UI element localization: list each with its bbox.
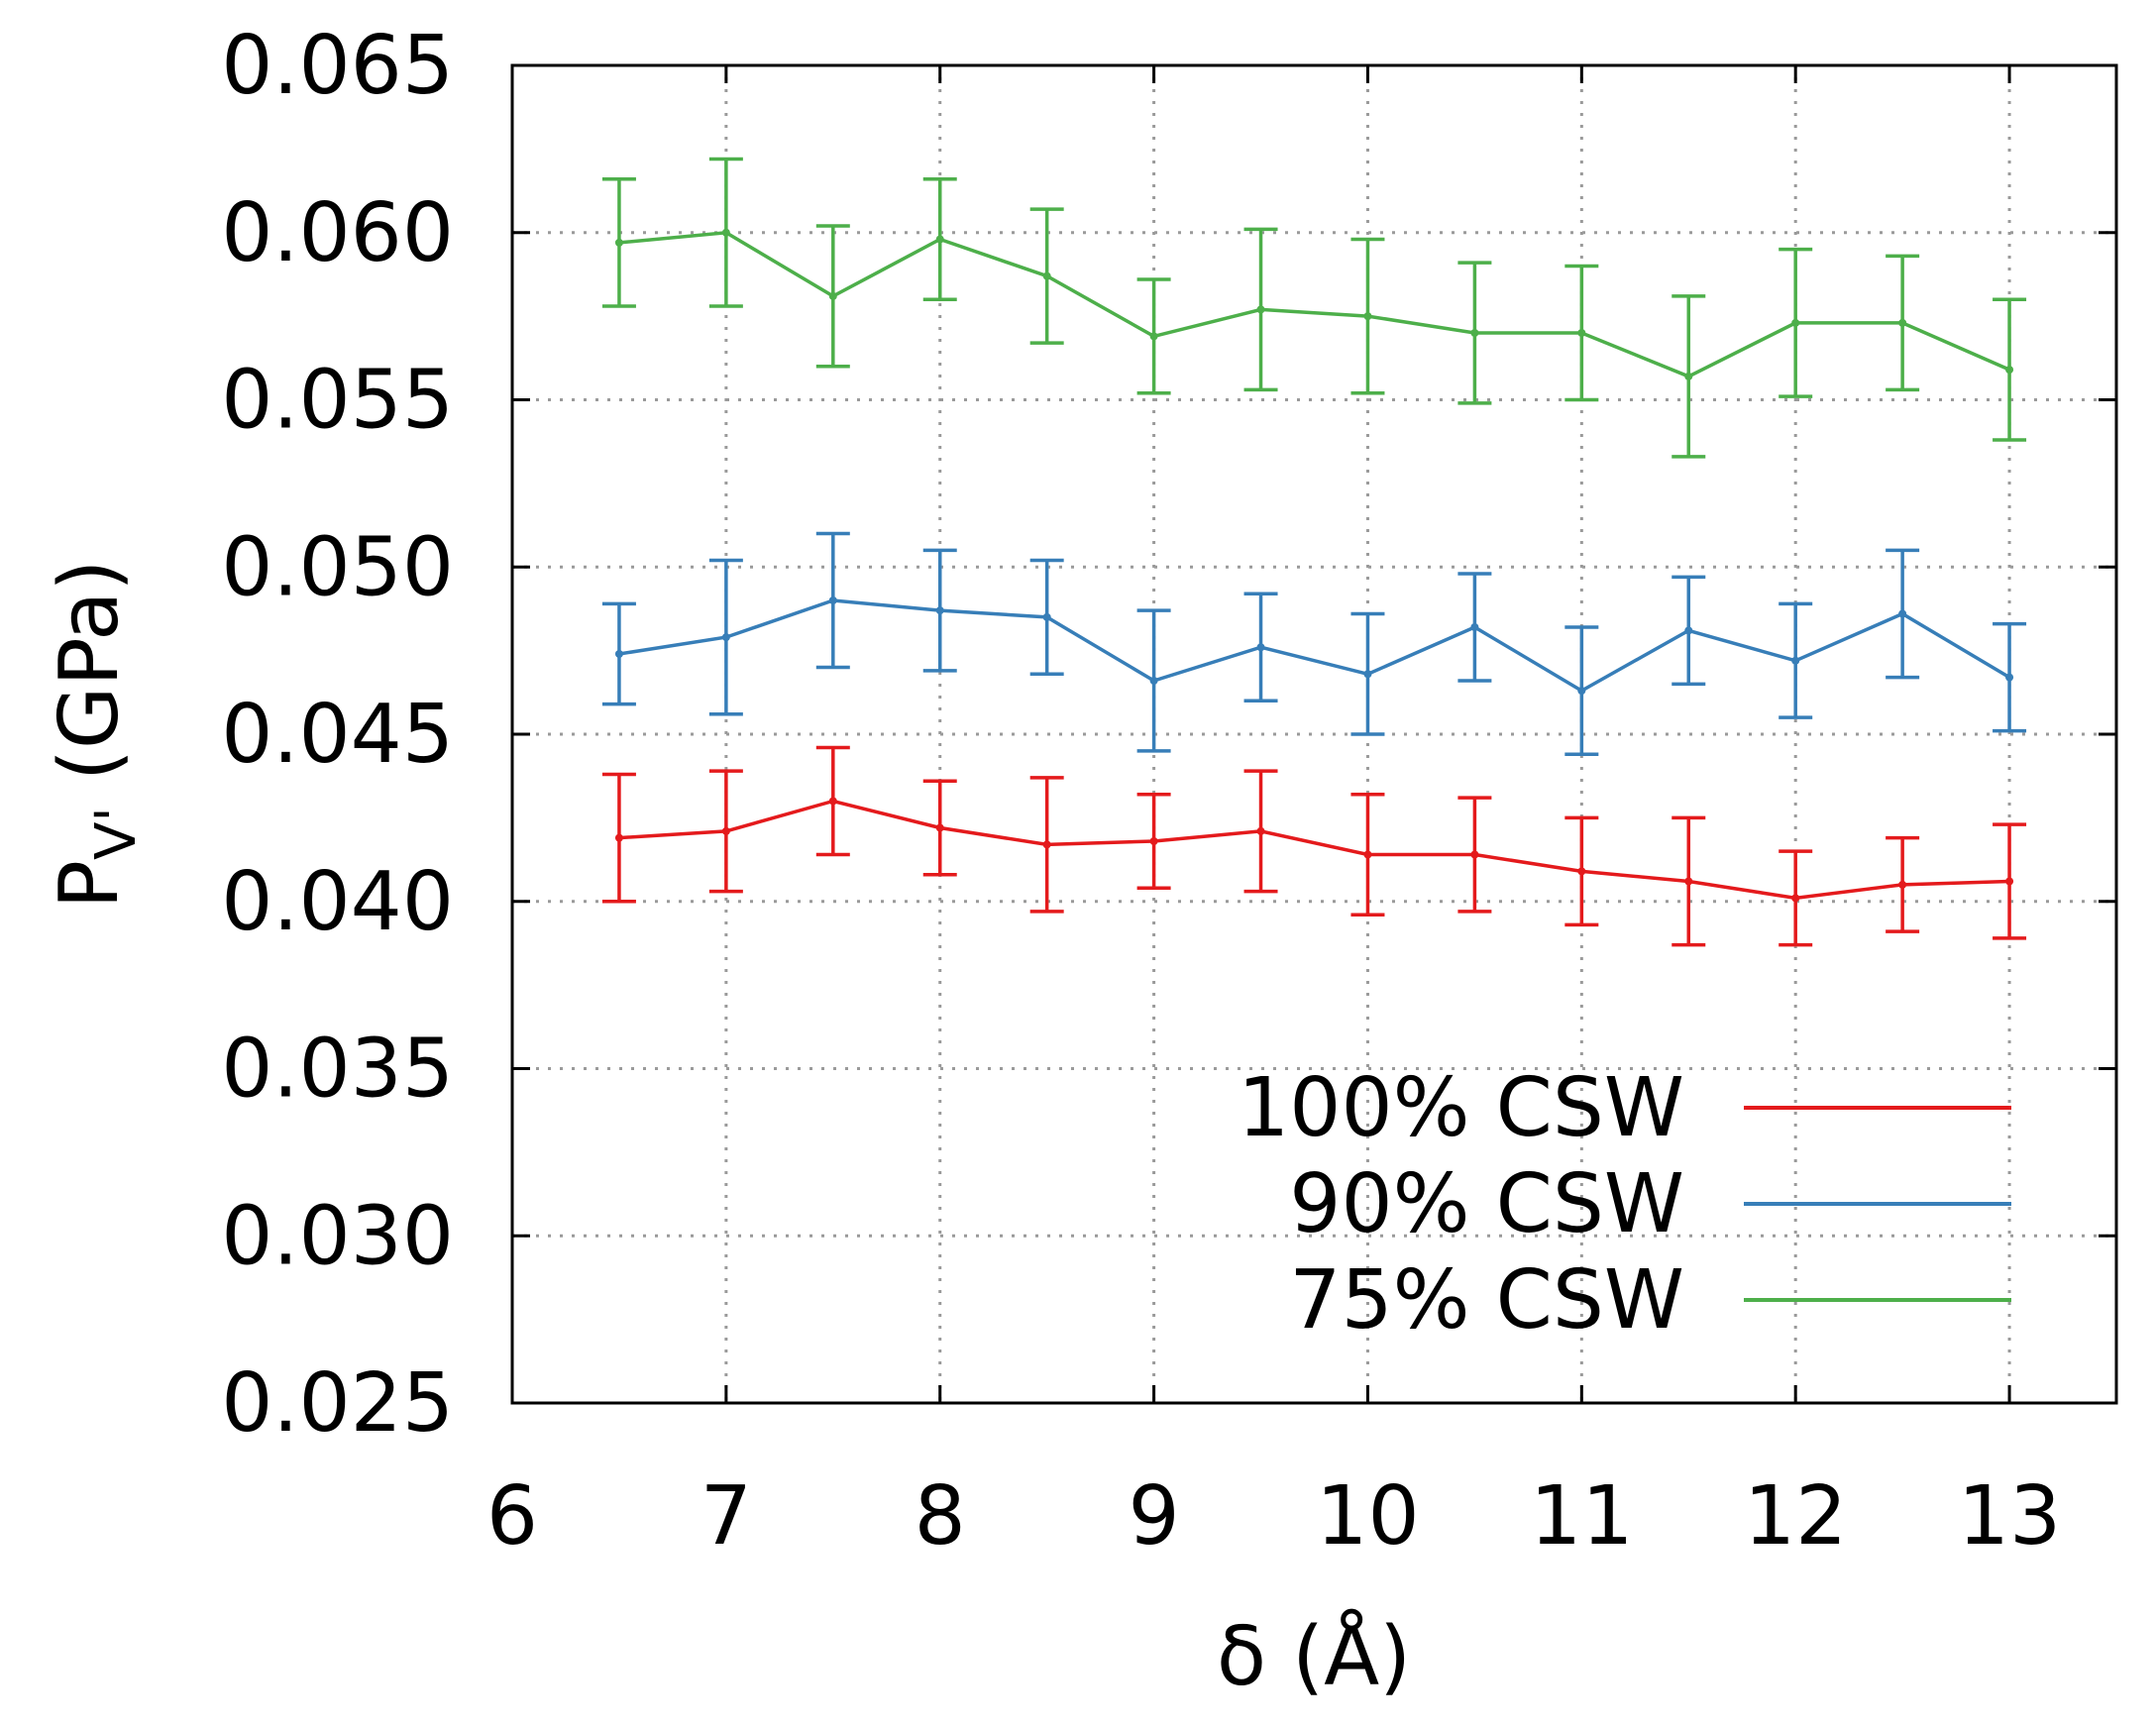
data-point — [1363, 670, 1372, 679]
y-tick-label: 0.030 — [221, 1189, 454, 1283]
data-point — [1470, 623, 1479, 631]
data-point — [1256, 826, 1265, 835]
data-point — [1363, 850, 1372, 859]
data-point — [614, 238, 623, 247]
data-point — [935, 235, 944, 244]
x-axis-title: δ (Å) — [1217, 1609, 1411, 1704]
data-point — [1898, 318, 1907, 327]
data-series — [601, 157, 2027, 947]
x-tick-label: 6 — [486, 1469, 538, 1564]
x-tick-label: 12 — [1744, 1469, 1847, 1564]
x-tick-label: 8 — [915, 1469, 966, 1564]
y-axis-title-subscript: V' — [84, 807, 149, 860]
y-tick-label: 0.050 — [221, 520, 454, 614]
y-tick-label: 0.060 — [221, 186, 454, 280]
data-point — [1042, 612, 1051, 621]
x-tick-label: 11 — [1530, 1469, 1633, 1564]
data-point — [1149, 677, 1158, 685]
data-point — [1256, 305, 1265, 314]
series-line — [618, 799, 2010, 901]
series-2 — [601, 157, 2027, 459]
y-axis-title-main: P — [43, 860, 137, 909]
data-point — [1791, 656, 1800, 665]
data-point — [2005, 366, 2014, 375]
data-point — [1363, 312, 1372, 321]
data-point — [1042, 271, 1051, 280]
data-point — [1791, 894, 1800, 903]
data-point — [828, 291, 837, 300]
data-point — [1577, 687, 1586, 696]
data-point — [828, 797, 837, 806]
legend-label: 75% CSW — [1289, 1253, 1684, 1348]
data-point — [614, 650, 623, 658]
data-point — [1684, 877, 1693, 886]
y-tick-label: 0.040 — [221, 855, 454, 949]
series-line — [618, 598, 2010, 694]
data-point — [935, 823, 944, 832]
data-point — [1684, 372, 1693, 380]
data-point — [1042, 840, 1051, 849]
y-axis-title-unit: (GPa) — [43, 560, 137, 808]
data-point — [1898, 609, 1907, 618]
x-tick-label: 10 — [1316, 1469, 1419, 1564]
data-point — [721, 228, 730, 237]
series-0 — [601, 745, 2027, 947]
data-point — [1898, 880, 1907, 889]
data-point — [1577, 867, 1586, 876]
data-point — [1684, 626, 1693, 635]
data-point — [1256, 643, 1265, 652]
axis-ticks: 0.025 0.030 0.035 0.040 0.045 0.050 0.055 0.060… — [221, 19, 2116, 1564]
legend-label: 90% CSW — [1289, 1157, 1684, 1251]
data-point — [2005, 673, 2014, 682]
y-axis-title: PV' (GPa) — [43, 560, 149, 910]
x-tick-label: 13 — [1958, 1469, 2061, 1564]
data-point — [2005, 877, 2014, 886]
series-line — [618, 231, 2010, 378]
legend-label: 100% CSW — [1238, 1061, 1684, 1155]
y-tick-label: 0.065 — [221, 19, 454, 113]
x-tick-label: 7 — [701, 1469, 752, 1564]
data-point — [721, 633, 730, 642]
data-point — [1149, 837, 1158, 845]
data-point — [1149, 332, 1158, 341]
y-tick-label: 0.035 — [221, 1023, 454, 1117]
data-point — [828, 596, 837, 604]
data-point — [614, 833, 623, 842]
y-tick-label: 0.025 — [221, 1356, 454, 1451]
y-tick-label: 0.055 — [221, 354, 454, 448]
x-tick-label: 9 — [1129, 1469, 1180, 1564]
series-1 — [601, 531, 2027, 756]
y-tick-label: 0.045 — [221, 688, 454, 782]
data-point — [721, 826, 730, 835]
data-point — [1791, 318, 1800, 327]
data-point — [1577, 329, 1586, 337]
data-point — [1470, 329, 1479, 337]
data-point — [1470, 850, 1479, 859]
data-point — [935, 606, 944, 615]
